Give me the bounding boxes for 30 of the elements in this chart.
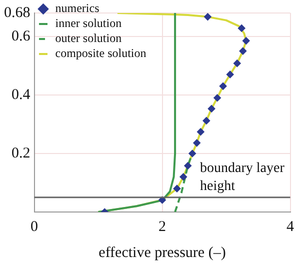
x-tick-label: 2 bbox=[158, 218, 166, 235]
point bbox=[180, 173, 188, 181]
point bbox=[158, 196, 166, 204]
point bbox=[208, 104, 216, 112]
x-tick-label: 0 bbox=[30, 218, 38, 235]
point bbox=[226, 70, 234, 78]
y-tick-label: 0.2 bbox=[12, 145, 30, 162]
point bbox=[214, 94, 221, 102]
point bbox=[188, 150, 196, 158]
legend-label: numerics bbox=[55, 1, 100, 16]
point bbox=[193, 139, 201, 147]
x-tick-label: 4 bbox=[286, 218, 294, 235]
legend-label: composite solution bbox=[55, 46, 146, 60]
point bbox=[173, 184, 181, 192]
point bbox=[202, 116, 210, 124]
ref-line-label: boundary layer height bbox=[200, 161, 285, 194]
legend-label: inner solution bbox=[55, 16, 122, 30]
point bbox=[233, 60, 241, 68]
point bbox=[238, 24, 246, 32]
y-tick-label: 0.6 bbox=[12, 28, 31, 44]
point bbox=[184, 162, 192, 170]
y-tick-label: 0.68 bbox=[4, 4, 30, 21]
point bbox=[204, 13, 212, 21]
point bbox=[242, 37, 250, 44]
point bbox=[219, 82, 227, 90]
x-axis-title: effective pressure (–) bbox=[98, 244, 226, 261]
point bbox=[239, 47, 247, 55]
point bbox=[196, 128, 204, 136]
legend-label: outer solution bbox=[55, 31, 122, 46]
y-tick-label: 0.4 bbox=[12, 86, 31, 103]
